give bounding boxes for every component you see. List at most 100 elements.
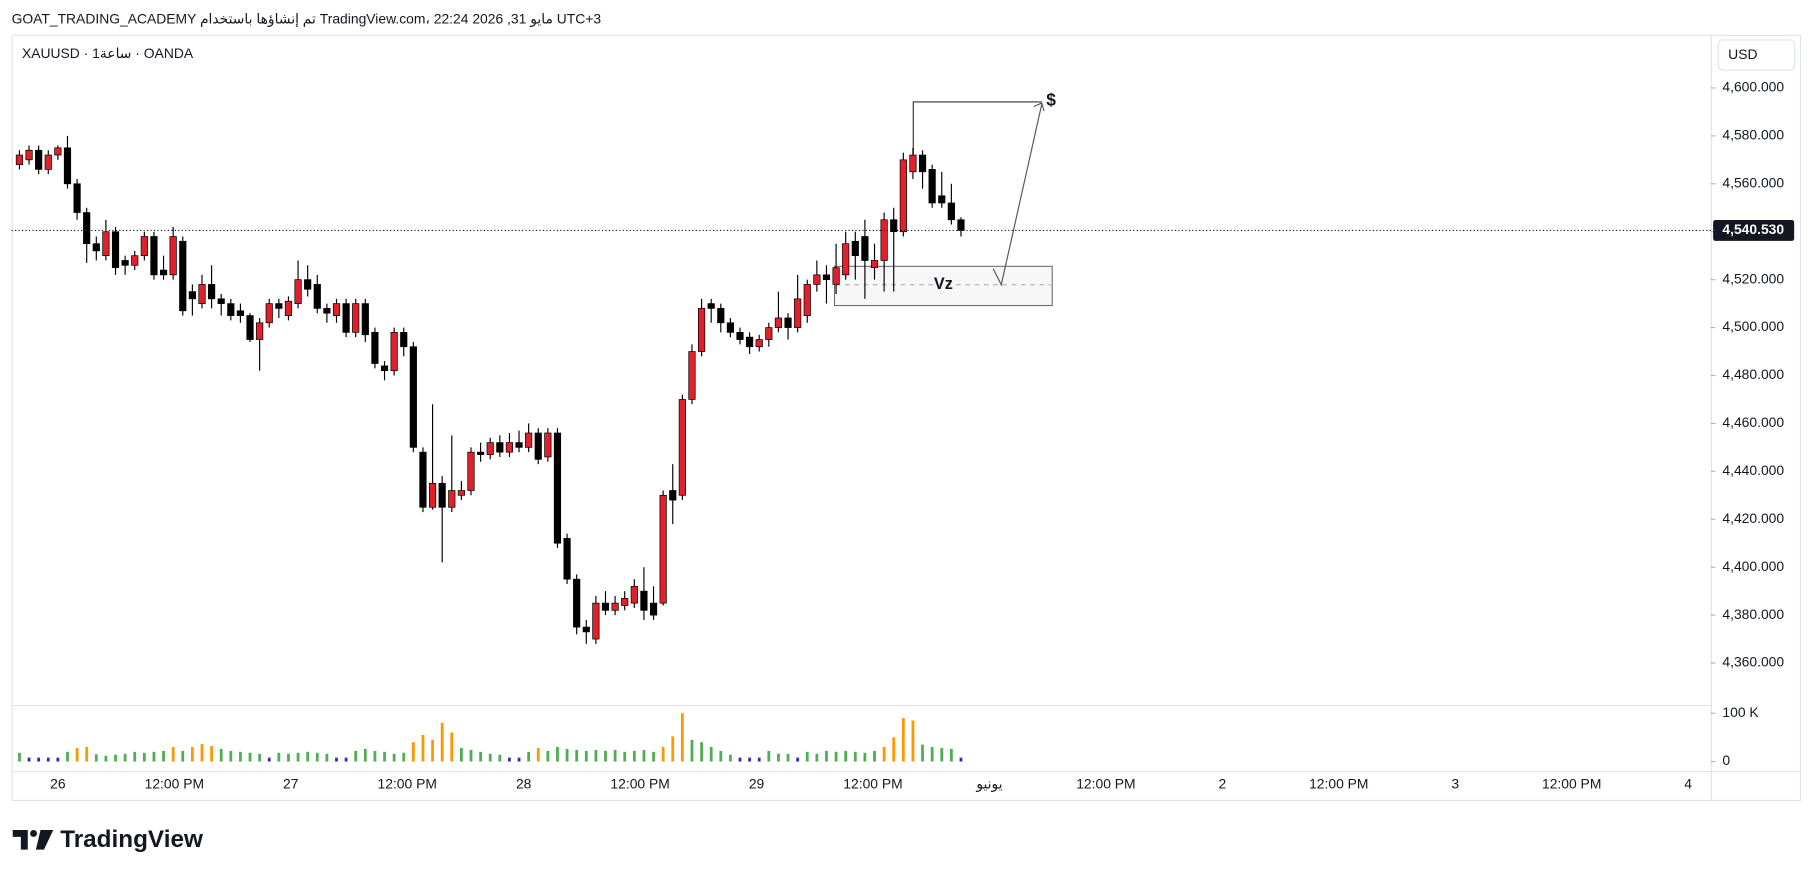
candle-body <box>102 231 110 257</box>
candle-body <box>525 432 533 448</box>
logo-mark <box>12 829 28 850</box>
candle-body <box>131 255 139 266</box>
volume-bar <box>604 750 607 762</box>
candle-body <box>246 315 254 340</box>
volume-bar <box>383 751 386 762</box>
volume-bar <box>690 739 694 762</box>
candle-body <box>851 240 859 257</box>
volume-bar <box>306 751 310 762</box>
candle-body <box>313 284 321 309</box>
symbol-title: XAUUSD · 1ساعة · OANDA <box>22 45 194 61</box>
candle-body <box>323 308 331 314</box>
candle-body <box>380 365 389 372</box>
chart-frame <box>11 34 1802 802</box>
candle-body <box>467 451 475 491</box>
logo-mark <box>35 829 54 850</box>
candle-body <box>294 279 302 304</box>
candle-body <box>688 351 696 400</box>
y-tick-label: 4,520.000 <box>1722 270 1784 286</box>
volume-bar <box>719 750 723 762</box>
y-tick-label: 4,440.000 <box>1722 462 1784 478</box>
y-tick-label: 4,380.000 <box>1722 606 1784 622</box>
x-tick-label: 3 <box>1451 776 1459 792</box>
candle-body <box>794 298 802 328</box>
volume-bar <box>46 757 50 762</box>
y-tick-label: 4,460.000 <box>1722 414 1784 430</box>
zone-label: Vz <box>934 275 953 293</box>
candle-body <box>438 482 446 508</box>
volume-bar <box>892 737 896 762</box>
candle-body <box>938 195 946 204</box>
candle-body <box>54 147 62 156</box>
brand-name: TradingView <box>60 826 203 853</box>
volume-bar <box>565 748 569 762</box>
candle-body <box>400 332 408 348</box>
x-tick-label: 12:00 PM <box>145 776 204 792</box>
last-price-label: 4,540.530 <box>1722 221 1784 237</box>
y-tick-label: 4,480.000 <box>1722 366 1784 382</box>
volume-bar <box>959 757 963 762</box>
volume-bar <box>709 747 713 762</box>
volume-bar <box>825 750 828 762</box>
candle-body <box>832 267 840 285</box>
candle-body <box>25 149 33 161</box>
volume-bar <box>469 749 473 762</box>
y-tick-label: 4,360.000 <box>1722 654 1784 670</box>
volume-bar <box>440 722 444 762</box>
volume-bar <box>863 752 867 762</box>
y-tick-label: 4,600.000 <box>1722 79 1784 95</box>
x-tick-label: 12:00 PM <box>1542 776 1601 792</box>
x-tick-label: 28 <box>516 776 532 792</box>
volume-bar <box>344 757 348 762</box>
currency-label[interactable]: USD <box>1728 46 1757 62</box>
x-tick-label: 4 <box>1684 776 1692 792</box>
volume-bar <box>546 750 550 762</box>
volume-bar <box>930 747 934 762</box>
candle-body <box>208 284 216 300</box>
volume-bar <box>27 757 31 762</box>
candle-body <box>640 590 648 611</box>
currency-button[interactable] <box>1717 39 1796 71</box>
volume-bar <box>757 757 761 762</box>
candle-body <box>35 149 43 170</box>
volume-bar <box>56 757 60 762</box>
volume-bar <box>258 753 262 762</box>
y-tick-label: 4,400.000 <box>1722 558 1784 574</box>
x-tick-label: 12:00 PM <box>378 776 437 792</box>
zone-box <box>834 265 1053 307</box>
volume-tick-label: 100 K <box>1722 704 1759 720</box>
candle-body <box>496 442 504 453</box>
candle-body <box>813 274 821 285</box>
candle-body <box>198 284 206 304</box>
candle-body <box>140 236 148 257</box>
volume-bar <box>219 748 223 762</box>
volume-bar <box>37 757 41 762</box>
candle-body <box>842 243 850 276</box>
candle-body <box>73 183 81 213</box>
arrow-head <box>1033 102 1045 112</box>
candle-body <box>630 586 638 604</box>
candle-body <box>774 317 783 328</box>
candle-body <box>371 332 379 364</box>
volume-bar <box>373 750 377 762</box>
candle-body <box>179 240 187 312</box>
candle-body <box>765 327 773 340</box>
x-tick-label: 12:00 PM <box>1076 776 1135 792</box>
candle-body <box>227 303 235 316</box>
volume-bar <box>786 753 790 762</box>
volume-bar <box>123 753 127 762</box>
candle-body <box>803 284 811 316</box>
volume-bar <box>296 752 300 762</box>
volume-bar <box>536 747 540 762</box>
x-tick-label: 12:00 PM <box>1309 776 1368 792</box>
volume-bar <box>66 751 69 762</box>
volume-bar <box>873 750 876 762</box>
volume-bar <box>642 749 646 762</box>
candle-body <box>909 154 917 173</box>
candle-body <box>553 432 562 544</box>
volume-bar <box>450 732 454 762</box>
candle-body <box>352 303 360 333</box>
volume-bar <box>104 755 108 762</box>
